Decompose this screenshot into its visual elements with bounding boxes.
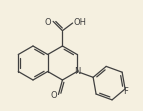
Text: N: N xyxy=(74,67,80,76)
Text: F: F xyxy=(123,87,128,96)
Text: OH: OH xyxy=(73,18,86,27)
Text: O: O xyxy=(50,91,57,100)
Text: O: O xyxy=(45,18,51,27)
